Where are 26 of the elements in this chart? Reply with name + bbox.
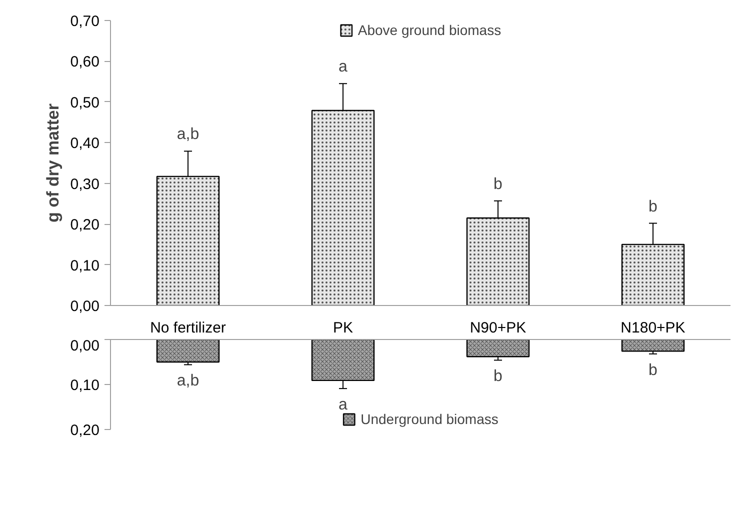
x-tick-label: N180+PK (620, 320, 686, 336)
y-tick-label: 0,00 (70, 338, 100, 354)
y-tick-label: 0,40 (70, 135, 100, 152)
x-tick-label: PK (332, 320, 354, 336)
y-tick-label: 0,10 (70, 377, 100, 394)
y-tick-label: 0,00 (70, 298, 100, 315)
y-axis-title: g of dry matter (43, 103, 62, 223)
annotation: a,b (176, 126, 200, 144)
y-tick-label: 0,30 (70, 176, 100, 193)
annotation: b (494, 176, 503, 193)
annotation: a (338, 396, 348, 414)
y-tick-label: 0,10 (70, 257, 100, 274)
y-tick-label: 0,20 (70, 422, 100, 439)
y-tick-label: 0,20 (70, 216, 100, 234)
legend-label: Underground biomass (360, 411, 498, 427)
annotation: b (648, 198, 658, 216)
annotation: a,b (176, 372, 200, 390)
x-tick-label: N90+PK (470, 320, 526, 336)
annotation: a (338, 58, 348, 76)
y-tick-label: 0,70 (70, 13, 100, 30)
y-tick-label: 0,60 (70, 54, 100, 71)
x-tick-label: No fertilizer (150, 320, 226, 336)
annotation: b (648, 362, 658, 379)
annotation: b (494, 368, 503, 386)
legend-label: Above ground biomass (358, 22, 502, 38)
y-tick-label: 0,50 (70, 94, 100, 112)
